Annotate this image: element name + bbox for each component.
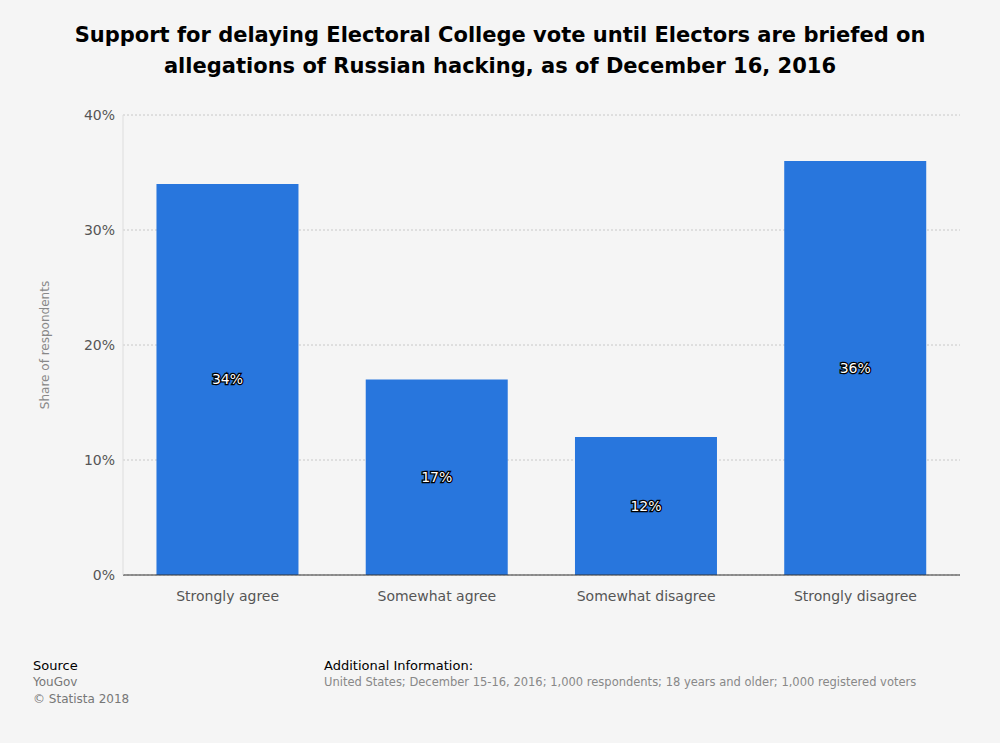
svg-text:12%: 12% xyxy=(630,498,661,514)
svg-text:0%: 0% xyxy=(93,567,115,583)
svg-text:Strongly agree: Strongly agree xyxy=(176,588,279,604)
svg-text:40%: 40% xyxy=(84,107,115,123)
svg-text:20%: 20% xyxy=(84,337,115,353)
svg-text:30%: 30% xyxy=(84,222,115,238)
svg-text:Strongly disagree: Strongly disagree xyxy=(794,588,917,604)
html-text:Support for delaying Electoral: Support for delaying Electoral College v… xyxy=(74,23,926,78)
svg-text:Somewhat agree: Somewhat agree xyxy=(378,588,497,604)
html-text:YouGov: YouGov xyxy=(33,675,78,689)
html-text:Additional Information:: Additional Information: xyxy=(324,658,473,673)
svg-text:34%: 34% xyxy=(212,371,243,387)
svg-text:17%: 17% xyxy=(421,469,452,485)
svg-text:36%: 36% xyxy=(840,360,871,376)
svg-text:Somewhat disagree: Somewhat disagree xyxy=(577,588,716,604)
html-text:United States; December 15-16,: United States; December 15-16, 2016; 1,0… xyxy=(324,675,917,689)
svg-text:Share of respondents: Share of respondents xyxy=(38,281,52,409)
html-text:© Statista 2018: © Statista 2018 xyxy=(33,692,130,706)
html-text:Source: Source xyxy=(33,658,78,673)
svg-text:10%: 10% xyxy=(84,452,115,468)
